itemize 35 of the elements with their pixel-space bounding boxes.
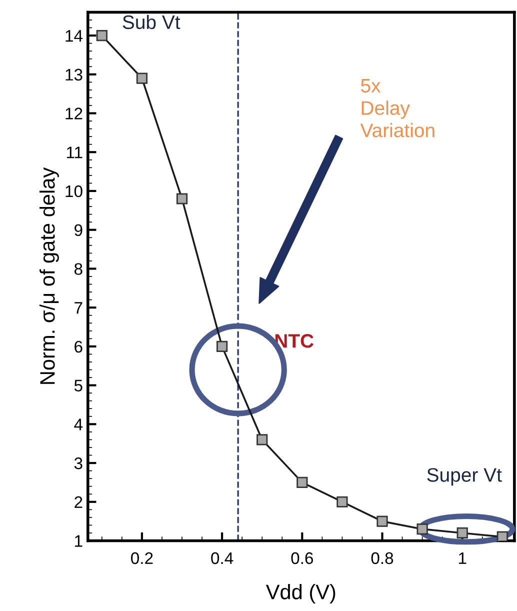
y-tick-label: 9 [74,224,82,236]
x-tick-label: 0.2 [131,552,153,564]
y-tick-label: 13 [66,68,82,81]
y-tick-label: 6 [74,340,82,353]
y-tick-label: 14 [66,30,83,42]
point [336,496,348,508]
point [376,516,388,527]
point [216,340,228,352]
point [256,434,268,446]
x-tick-label: 0.6 [291,552,314,564]
point [176,193,188,204]
point [136,72,148,84]
y-axis-title: Norm. σ/μ of gate delay [40,167,59,384]
point [416,524,428,535]
y-tick-label: 7 [74,302,82,314]
x-axis-title: Vdd (V) [266,584,336,604]
y-tick-label: 10 [66,185,82,198]
x-tick-label: 0.4 [211,552,234,564]
y-tick-label: 1 [75,535,82,547]
y-tick-label: 8 [74,263,82,275]
x-tick-label: 1 [458,552,466,564]
point [296,476,308,488]
y-tick-label: 4 [74,418,83,430]
point [496,531,508,541]
point [456,527,468,539]
annotation: Sub Vt [122,14,180,30]
point [96,30,108,42]
x-tick-label: 0.8 [371,552,394,564]
y-tick-label: 2 [74,496,82,508]
y-tick-label: 12 [66,108,82,120]
y-tick-label: 5 [74,380,82,392]
annotation: 5x Delay Variation [360,79,434,138]
annotation: Super Vt [427,468,502,486]
y-tick-label: 3 [74,457,82,470]
y-tick-label: 11 [66,146,82,158]
